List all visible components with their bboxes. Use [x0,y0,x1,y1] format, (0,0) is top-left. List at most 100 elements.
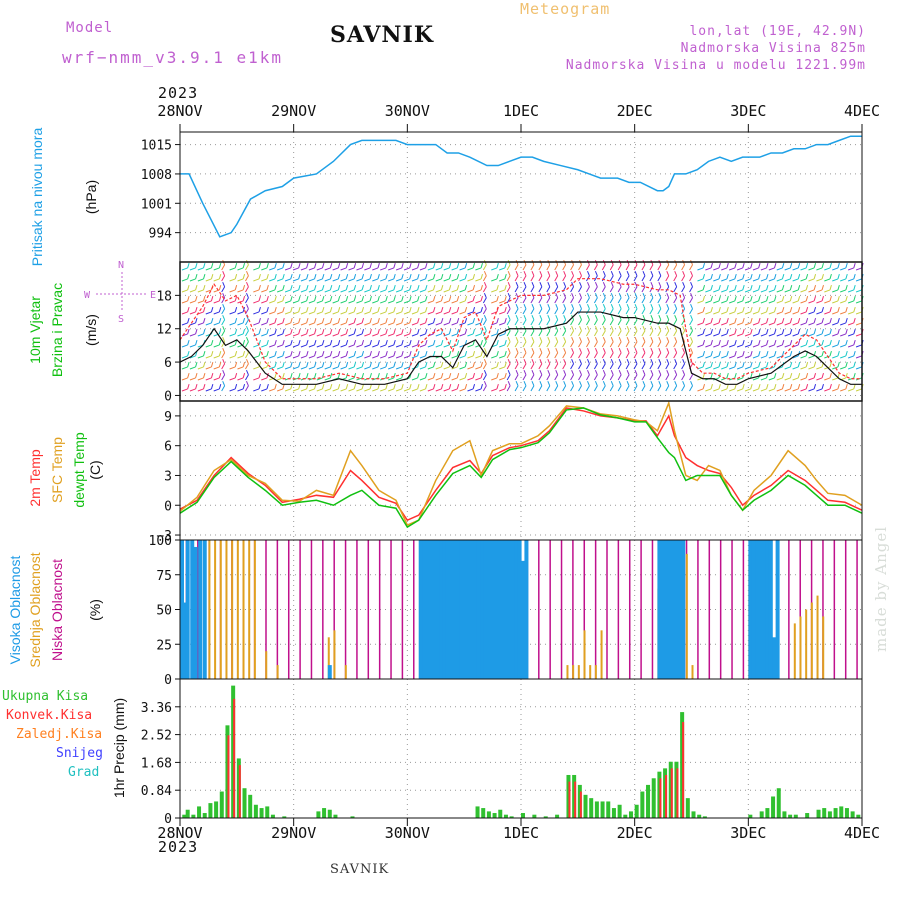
cloud-high-bar [497,540,502,679]
wind-barb-flag [702,373,706,379]
cloud-high-bar [517,540,522,679]
wind-barb-flag [702,329,706,335]
wind-barb-flag [496,384,499,390]
wind-barb-flag [483,271,487,277]
wind-barb [721,311,728,315]
wind-barb [459,278,466,282]
wind-barb-flag [393,318,396,324]
cloud-low-bar [413,540,415,679]
wind-barb [427,388,434,392]
wind-barb-flag [440,351,444,357]
wind-barb-flag [504,373,507,379]
wind-barb-flag [504,307,507,313]
wind-barb [776,322,783,326]
wind-barb-flag [409,318,412,324]
wind-barb-flag [464,384,468,390]
cloud-high-bar [490,540,495,679]
wind-barb [403,344,410,348]
precip-total-bar [844,808,849,818]
wind-barb-flag [563,337,567,343]
wind-barb-flag [766,340,769,346]
wind-barb-flag [666,348,670,354]
precip-total-bar [191,814,196,818]
wind-barb [300,278,307,282]
wind-barb-flag [642,293,646,299]
wind-barb [514,363,519,370]
wind-barb-flag [682,359,686,365]
wind-barb-flag [539,315,543,321]
wind-barb-flag [345,318,349,324]
wind-barb-flag [797,384,801,390]
wind-barb [388,311,394,315]
wind-barb-flag [579,282,582,288]
wind-barb [586,297,590,304]
wind-barb [546,319,551,326]
cloud-low-bar [276,540,279,679]
y-tick-label: 6 [164,440,172,455]
wind-barb-flag [210,340,214,346]
cloud-high-bar [674,540,679,679]
wind-barb-flag [789,329,793,335]
wind-barb [641,275,646,282]
wind-barb [419,267,426,271]
cloud-mid-bar [333,630,336,679]
wind-barb-flag [547,315,551,321]
cloud-axis-label-low: Niska Oblacnost [49,559,65,661]
wind-barb-flag [456,307,460,313]
wind-barb [586,286,590,293]
wind-barb [506,264,511,271]
wind-barb-flag [377,373,380,379]
wind-barb-flag [674,359,678,365]
precip-total-bar [555,814,560,818]
wind-barb [499,377,506,381]
wind-barb-flag [456,263,460,269]
wind-barb [601,286,606,293]
wind-barb-flag [618,326,622,332]
wind-barb-flag [853,340,856,346]
wind-barb-flag [658,282,662,288]
wind-barb [181,278,188,282]
wind-barb [482,352,487,359]
wind-barb-flag [682,370,686,376]
wind-barb-flag [496,296,499,302]
wind-barb [395,333,402,337]
wind-barb [760,377,767,381]
wind-barb [562,374,567,381]
wind-barb [760,322,767,326]
wind-barb-flag [750,307,753,313]
wind-barb-flag [258,296,261,302]
wind-barb [808,333,815,337]
wind-barb [736,333,743,337]
cloud-mid-bar [816,595,819,679]
cloud-low-bar [583,540,586,679]
wind-barb-flag [385,340,388,346]
wind-barb-flag [610,293,614,299]
wind-barb-flag [690,381,693,387]
wind-barb [348,388,355,392]
wind-barb-flag [642,337,646,343]
wind-barb [562,330,567,337]
wind-barb [768,355,775,359]
wind-barb [522,341,527,348]
precip-total-bar [316,811,321,818]
x-tick-label-bottom: 29NOV [271,824,316,842]
wind-barb-flag [758,285,761,291]
wind-barb [824,278,831,282]
wind-barb [522,352,527,359]
wind-barb-flag [666,370,670,376]
cloud-mid-bar [344,665,347,679]
wind-barb-flag [210,274,214,280]
cloud-high-bar [480,540,485,679]
wind-barb-flag [602,293,606,299]
wind-barb [681,264,686,271]
wind-barb [562,385,567,392]
wind-barb-flag [666,271,670,277]
wind-barb-flag [742,318,745,324]
wind-barb-flag [734,318,737,324]
wind-barb [673,319,678,326]
wind-barb [380,344,387,348]
wind-barb-flag [626,381,630,387]
wind-barb-flag [440,373,444,379]
wind-barb-flag [274,307,277,313]
wind-barb-flag [222,282,226,288]
